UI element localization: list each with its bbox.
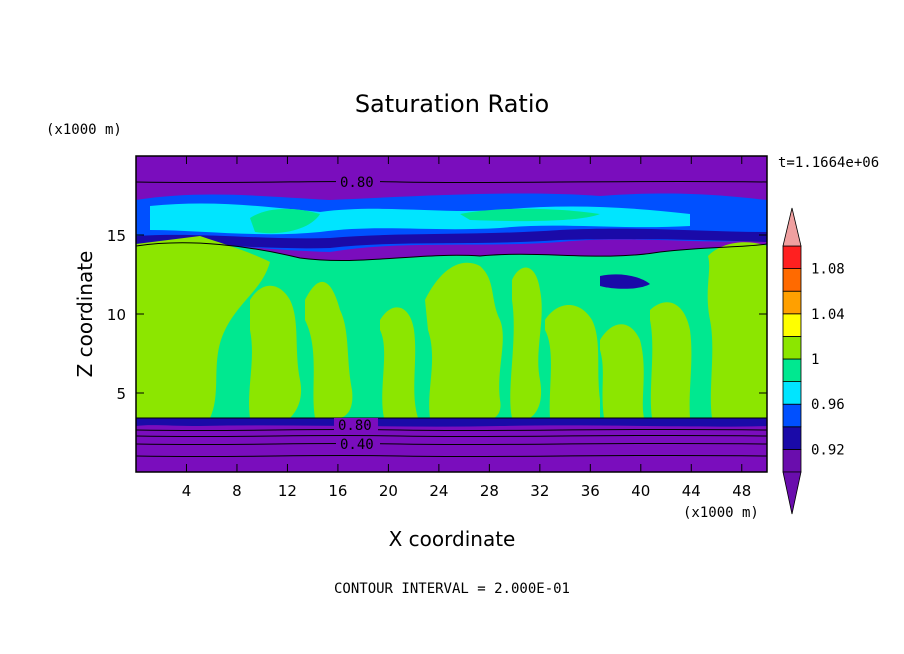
x-tick-label: 24 [429,482,448,500]
upper-teal-patch [610,258,662,270]
colorbar-segment [782,245,802,270]
colorbar-segment [782,290,802,315]
y-axis-title: Z coordinate [73,251,97,378]
colorbar-label: 1.08 [811,262,845,278]
y-unit-label: (x1000 m) [46,122,122,138]
lime-plume [380,307,418,418]
chart-title: Saturation Ratio [355,90,549,118]
y-tick-label: 10 [107,306,126,324]
lime-plume [650,302,692,418]
x-axis: 4 8 12 16 20 24 28 32 36 40 44 48 [182,156,751,500]
colorbar-label: 0.92 [811,442,845,458]
y-tick-label: 15 [107,227,126,245]
colorbar-segment [782,268,802,292]
colorbar-segment [782,426,802,450]
contour-label: 0.80 [340,175,374,191]
lime-plume [510,267,542,418]
x-tick-label: 28 [480,482,499,500]
contour-interval-label: CONTOUR INTERVAL = 2.000E-01 [334,581,570,597]
colorbar-segment [782,358,802,383]
colorbar-label: 1.04 [811,307,845,323]
x-tick-label: 32 [530,482,549,500]
x-tick-label: 12 [278,482,297,500]
colorbar-min-arrow [782,471,802,515]
x-tick-label: 20 [379,482,398,500]
lower-navy-band [136,418,767,427]
x-tick-label: 44 [682,482,701,500]
colorbar-segment [782,448,802,473]
lime-plume [305,281,353,418]
colorbar-label: 0.96 [811,397,845,413]
time-label: t=1.1664e+06 [778,155,879,171]
colorbar-segment [782,313,802,337]
x-tick-label: 16 [328,482,347,500]
x-tick-label: 36 [581,482,600,500]
upper-teal-patch [460,208,600,222]
lime-plume-center [425,262,503,418]
contour-label: 0.80 [338,418,372,434]
x-axis-title: X coordinate [389,527,516,551]
x-unit-label: (x1000 m) [683,505,759,521]
lime-plume [600,324,644,418]
upper-blue-patch [600,274,650,289]
lime-plume [249,285,302,418]
colorbar: 0.92 0.96 1 1.04 1.08 [782,207,845,515]
contour-label: 0.40 [340,437,374,453]
lower-dry-layer [136,420,767,472]
colorbar-segment [782,381,802,405]
y-tick-label: 5 [116,385,126,403]
colorbar-label: 1 [811,352,819,368]
contour-field: 0.80 0.80 0.40 [136,156,767,472]
lime-plume-right [707,242,767,418]
x-tick-label: 48 [732,482,751,500]
lime-plume-left [136,236,270,418]
contour-lines [136,180,767,458]
colorbar-segment [782,335,802,360]
colorbar-max-arrow [782,207,802,247]
x-tick-label: 4 [182,482,192,500]
upper-navy-band [136,228,767,249]
colorbar-segment [782,403,802,428]
y-axis: 5 10 15 [107,227,767,403]
upper-teal-patch [250,208,320,234]
lime-plume [545,305,600,418]
x-tick-label: 8 [232,482,242,500]
x-tick-label: 40 [631,482,650,500]
